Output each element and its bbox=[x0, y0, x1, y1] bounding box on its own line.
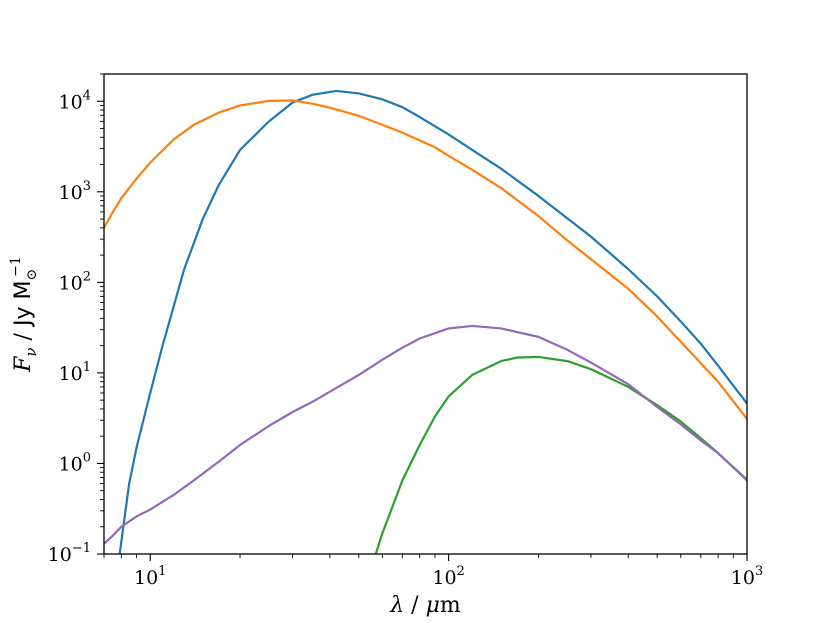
y-tick-label: 102 bbox=[59, 269, 91, 294]
x-tick-label: 103 bbox=[731, 564, 763, 589]
series-line-3 bbox=[374, 355, 747, 554]
x-axis-label: λ / μm bbox=[389, 593, 461, 618]
ticks-layer bbox=[97, 73, 748, 561]
series-line-1 bbox=[118, 89, 747, 554]
y-axis-label: Fν / Jy M⊙−1 bbox=[8, 256, 40, 373]
series-line-2 bbox=[104, 99, 747, 421]
labels-layer: 101 102 103 10−1 100 101 102 103 104 λ / μm Fν / J… bbox=[8, 88, 763, 618]
x-tick-label: 101 bbox=[134, 564, 166, 589]
y-tick-label: 103 bbox=[59, 179, 91, 204]
x-tick-label: 102 bbox=[432, 564, 464, 589]
y-tick-label: 104 bbox=[59, 88, 91, 113]
y-tick-label: 10−1 bbox=[48, 541, 91, 566]
y-tick-label: 100 bbox=[59, 450, 91, 475]
series-layer bbox=[104, 89, 747, 554]
y-tick-label: 101 bbox=[59, 360, 91, 385]
series-line-4 bbox=[104, 324, 747, 545]
plot-frame bbox=[103, 73, 748, 555]
